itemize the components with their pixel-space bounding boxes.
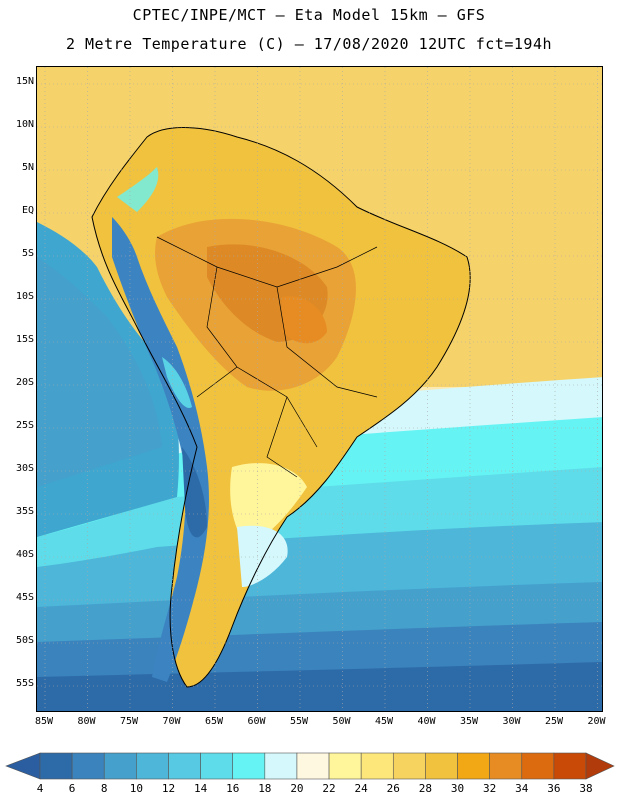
colorbar-label: 10 (129, 782, 143, 795)
colorbar-high-arrow (585, 752, 615, 780)
colorbar-swatch (200, 752, 234, 780)
country-borders (156, 236, 378, 478)
longitude-label: 55W (289, 716, 309, 727)
colorbar-label: 34 (515, 782, 529, 795)
latitude-label: 25S (15, 420, 34, 431)
longitude-label: 65W (204, 716, 224, 727)
latitude-label: 45S (15, 592, 34, 603)
latitude-label: 5N (21, 162, 34, 173)
longitude-label: 40W (417, 716, 436, 727)
temperature-map (36, 66, 603, 712)
longitude-label: 60W (247, 716, 266, 727)
colorbar-swatch (264, 752, 298, 780)
colorbar-swatch (39, 752, 73, 780)
colorbar-label: 16 (226, 782, 240, 795)
colorbar-swatch (103, 752, 137, 780)
colorbar-label: 26 (386, 782, 400, 795)
longitude-label: 80W (77, 716, 96, 727)
colorbar-label: 18 (258, 782, 272, 795)
latitude-label: 35S (15, 506, 34, 517)
colorbar-swatch (168, 752, 201, 780)
colorbar-label: 28 (418, 782, 433, 795)
colorbar (0, 750, 618, 800)
longitude-label: 45W (374, 716, 394, 727)
latitude-label: 55S (15, 678, 34, 689)
colorbar-label: 30 (450, 782, 465, 795)
longitude-label: 50W (332, 716, 351, 727)
colorbar-swatch (425, 752, 458, 780)
map-subtitle: 2 Metre Temperature (C) – 17/08/2020 12U… (65, 35, 553, 53)
latitude-label: 50S (15, 635, 34, 646)
longitude-label: 75W (119, 716, 139, 727)
colorbar-label: 32 (483, 782, 497, 795)
longitude-label: 85W (34, 716, 54, 727)
map-canvas (37, 67, 602, 711)
colorbar-label: 38 (579, 782, 593, 795)
colorbar-swatch (71, 752, 105, 780)
latitude-label: 15N (15, 76, 34, 87)
colorbar-label: 22 (322, 782, 336, 795)
latitude-label: 40S (15, 549, 34, 560)
latitude-label: 15S (15, 334, 34, 345)
colorbar-label: 14 (193, 782, 208, 795)
longitude-label: 30W (502, 716, 521, 727)
latitude-label: 10N (15, 119, 34, 130)
longitude-label: 25W (544, 716, 564, 727)
colorbar-swatch (553, 752, 587, 780)
colorbar-swatch (360, 752, 394, 780)
longitude-label: 35W (459, 716, 479, 727)
colorbar-label: 20 (290, 782, 304, 795)
latitude-label: 5S (21, 248, 34, 259)
colorbar-swatch (136, 752, 169, 780)
colorbar-label: 36 (547, 782, 561, 795)
latitude-label: 10S (15, 291, 34, 302)
colorbar-label: 4 (36, 782, 44, 795)
latitude-label: 30S (15, 463, 34, 474)
colorbar-swatch (392, 752, 426, 780)
colorbar-label: 24 (354, 782, 368, 795)
colorbar-swatch (296, 752, 330, 780)
colorbar-label: 6 (68, 782, 76, 795)
colorbar-swatch (521, 752, 555, 780)
colorbar-label: 12 (161, 782, 176, 795)
colorbar-swatch (489, 752, 523, 780)
latitude-label: EQ (21, 205, 34, 216)
coastline (91, 127, 471, 688)
latitude-label: 20S (15, 377, 34, 388)
longitude-label: 70W (162, 716, 181, 727)
graticule (37, 67, 602, 711)
colorbar-swatches (5, 752, 615, 780)
colorbar-swatch (457, 752, 490, 780)
colorbar-label: 8 (100, 782, 108, 795)
map-title: CPTEC/INPE/MCT – Eta Model 15km – GFS (132, 6, 486, 24)
longitude-label: 20W (587, 716, 606, 727)
colorbar-low-arrow (5, 752, 41, 780)
colorbar-swatch (328, 752, 362, 780)
colorbar-swatch (232, 752, 266, 780)
